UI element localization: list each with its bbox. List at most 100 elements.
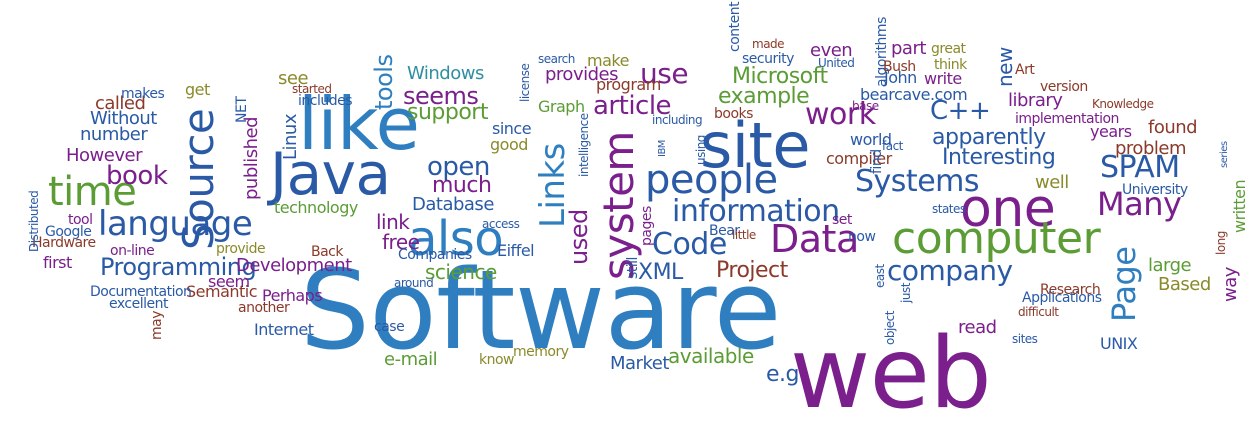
word-technology: technology	[274, 198, 358, 217]
word-license: license	[518, 63, 532, 102]
word-graph: Graph	[538, 97, 585, 116]
word-long: long	[1214, 231, 1228, 255]
word-compiler: compiler	[826, 149, 892, 168]
word-back: Back	[311, 244, 344, 260]
word-perhaps: Perhaps	[262, 286, 323, 305]
word-well: well	[1035, 172, 1069, 193]
word-tool: tool	[68, 212, 93, 228]
word-great: great	[931, 41, 966, 57]
word-windows: Windows	[407, 63, 484, 84]
word-read: read	[958, 317, 997, 338]
word-number: number	[80, 124, 148, 145]
word-problem: problem	[1115, 138, 1186, 159]
word-also: also	[408, 211, 504, 267]
word-database: Database	[412, 194, 494, 215]
word-eiffel: Eiffel	[497, 241, 535, 260]
word-good: good	[490, 135, 528, 154]
word-apparently: apparently	[932, 125, 1046, 150]
word-published: published	[241, 116, 262, 200]
word-see: see	[278, 68, 309, 89]
word-difficult: difficult	[1018, 305, 1059, 319]
word-c: C++	[930, 96, 991, 126]
word-world: world	[850, 130, 892, 149]
word-new: new	[993, 47, 1017, 87]
word-linux: Linux	[280, 114, 301, 160]
word-java: Java	[270, 140, 391, 208]
word-write: write	[924, 69, 962, 88]
word-years: years	[1090, 122, 1132, 141]
word-since: since	[492, 119, 532, 138]
word-people: people	[645, 157, 778, 203]
word-little: little	[732, 228, 756, 242]
word-support: support	[407, 100, 488, 125]
word-knowledge: Knowledge	[1092, 97, 1154, 111]
word-semantic: Semantic	[186, 282, 258, 301]
word-distributed: Distributed	[27, 190, 41, 252]
word-just: just	[899, 283, 913, 303]
word-implementation: implementation	[1015, 111, 1119, 127]
word-google: Google	[45, 224, 92, 240]
word-applications: Applications	[1022, 290, 1102, 306]
word-net: NET	[234, 96, 250, 123]
word-find: find	[869, 149, 885, 174]
word-web: web	[790, 317, 992, 430]
word-e-g: e.g	[766, 362, 800, 387]
word-still: still	[625, 257, 641, 279]
word-article: article	[593, 91, 672, 121]
word-books: books	[714, 106, 753, 122]
word-around: around	[394, 276, 434, 290]
word-systems: Systems	[855, 164, 980, 199]
word-software: Software	[300, 246, 781, 374]
word-fact: fact	[882, 139, 903, 153]
word-work: work	[805, 97, 876, 132]
word-available: available	[668, 344, 754, 368]
word-time: time	[48, 169, 137, 215]
word-however: However	[66, 145, 142, 166]
word-first: first	[43, 253, 72, 272]
word-case: case	[374, 319, 405, 335]
word-book: book	[106, 161, 168, 191]
word-bush: Bush	[883, 59, 916, 75]
word-site: site	[700, 109, 810, 182]
word-development: Development	[236, 255, 352, 276]
word-including: including	[652, 113, 703, 127]
word-part: part	[891, 38, 926, 59]
word-east: east	[873, 264, 887, 288]
word-link: link	[376, 210, 410, 234]
word-way: way	[1220, 267, 1241, 302]
word-excellent: excellent	[109, 296, 168, 312]
word-now: now	[848, 229, 876, 245]
word-set: set	[832, 212, 852, 228]
word-think: think	[934, 57, 967, 73]
word-another: another	[238, 300, 290, 316]
word-sites: sites	[1012, 332, 1038, 346]
word-research: Research	[1040, 282, 1101, 298]
word-states: states	[932, 202, 966, 216]
word-xml: XML	[638, 260, 683, 285]
word-may: may	[149, 310, 165, 340]
word-intelligence: intelligence	[577, 113, 591, 177]
word-john: John	[884, 68, 917, 87]
word-spam: SPAM	[1100, 150, 1180, 185]
word-hardware: Hardware	[32, 235, 96, 251]
word-library: library	[1008, 90, 1063, 111]
word-companies: Companies	[398, 247, 472, 263]
word-project: Project	[716, 258, 788, 283]
word-program: program	[596, 75, 661, 94]
word-found: found	[1148, 117, 1198, 138]
word-example: example	[718, 84, 810, 109]
word-started: started	[292, 82, 332, 96]
word-much: much	[432, 173, 492, 198]
word-object: object	[883, 311, 897, 345]
word-get: get	[185, 80, 210, 99]
word-free: free	[382, 230, 420, 254]
word-based: Based	[1158, 274, 1211, 295]
word-access: access	[482, 217, 520, 231]
word-made: made	[752, 37, 785, 51]
word-ibm: IBM	[657, 140, 668, 157]
word-provide: provide	[216, 241, 266, 257]
word-microsoft: Microsoft	[732, 64, 828, 89]
word-university: University	[1122, 182, 1188, 198]
word-internet: Internet	[254, 320, 314, 339]
